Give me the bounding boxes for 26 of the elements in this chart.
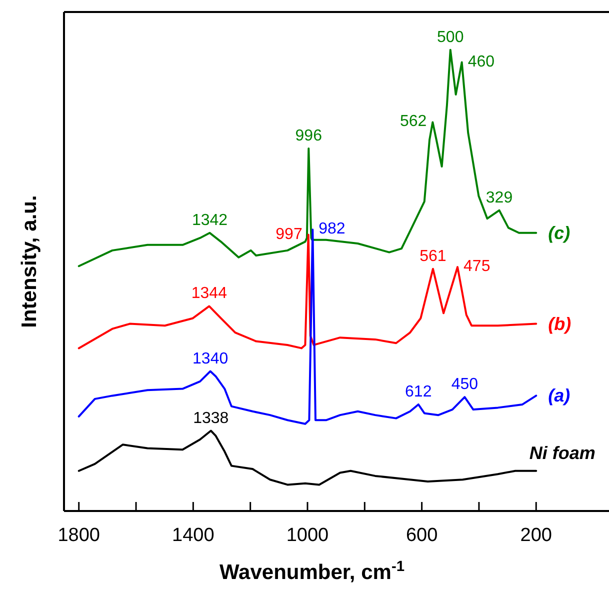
annotation: 475: [464, 258, 490, 276]
annotation: 562: [400, 113, 427, 130]
annotation: 1340: [192, 350, 228, 368]
annotation: 996: [295, 128, 322, 145]
annotation: 1342: [192, 212, 228, 229]
series-label: Ni foam: [529, 442, 596, 463]
annotation: 997: [276, 226, 302, 243]
series-label: (b): [548, 314, 572, 334]
series-label: (a): [548, 386, 570, 406]
y-axis-title: Intensity, a.u.: [18, 195, 41, 328]
annotation: 561: [420, 248, 446, 265]
x-axis-title: Wavenumber, cm$^{-1}$: [219, 559, 405, 584]
x-tick-label: 600: [406, 525, 438, 546]
series-label: (c): [548, 222, 570, 243]
annotation: 450: [451, 376, 478, 394]
x-tick-label: 200: [520, 525, 552, 546]
x-tick-label: 1800: [58, 525, 100, 546]
annotation: 982: [318, 220, 346, 238]
annotation: 460: [468, 53, 495, 70]
annotation: 612: [405, 383, 432, 400]
x-tick-label: 1000: [286, 525, 329, 546]
annotation: 500: [437, 28, 464, 46]
annotation: 1338: [193, 410, 229, 427]
x-tick-label: 1400: [172, 525, 214, 546]
annotation: 1344: [191, 285, 228, 302]
annotation: 329: [486, 189, 513, 206]
